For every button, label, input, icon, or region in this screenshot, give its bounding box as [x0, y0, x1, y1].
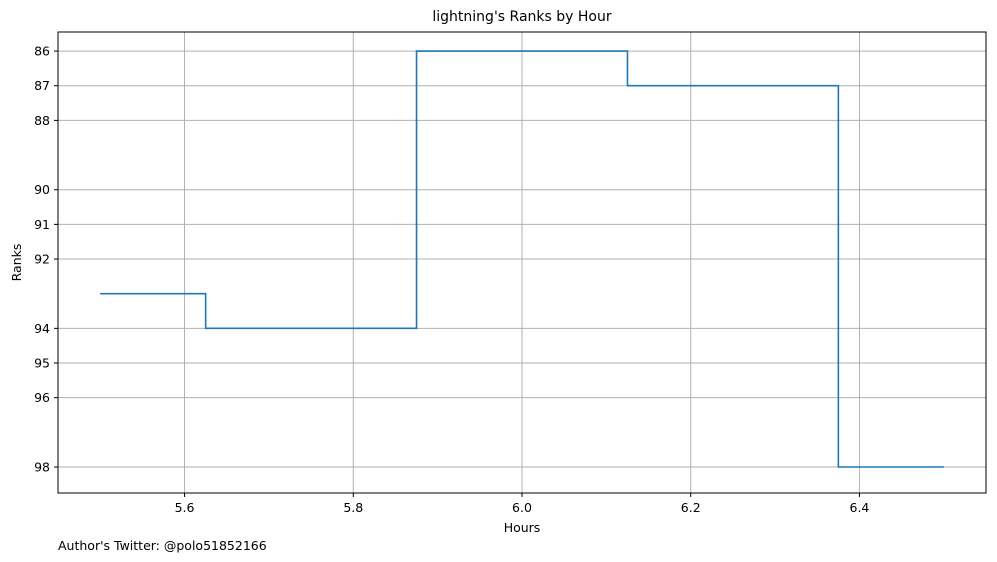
rank-step-line [100, 50, 944, 468]
y-tick-label: 98 [34, 460, 50, 475]
y-tick-label: 87 [34, 78, 50, 93]
y-tick-label: 92 [34, 252, 50, 267]
y-tick-label: 94 [34, 321, 50, 336]
y-axis-ticks: 86 87 88 90 91 92 94 95 96 98 [34, 44, 58, 475]
chart-title: lightning's Ranks by Hour [432, 9, 611, 25]
x-axis-ticks: 5.6 5.8 6.0 6.2 6.4 [175, 493, 870, 515]
series-layer [100, 50, 944, 468]
x-tick-label: 6.0 [512, 500, 532, 515]
author-credit: Author's Twitter: @polo51852166 [58, 538, 267, 553]
x-tick-label: 6.2 [681, 500, 701, 515]
x-tick-label: 5.6 [175, 500, 195, 515]
x-axis-label: Hours [504, 520, 541, 535]
y-tick-label: 86 [34, 44, 50, 59]
y-tick-label: 91 [34, 217, 50, 232]
y-tick-label: 96 [34, 390, 50, 405]
y-tick-label: 88 [34, 113, 50, 128]
y-axis-label: Ranks [9, 244, 24, 282]
grid-lines [58, 32, 986, 493]
x-tick-label: 5.8 [343, 500, 363, 515]
x-tick-label: 6.4 [850, 500, 870, 515]
y-tick-label: 90 [34, 182, 50, 197]
y-tick-label: 95 [34, 356, 50, 371]
